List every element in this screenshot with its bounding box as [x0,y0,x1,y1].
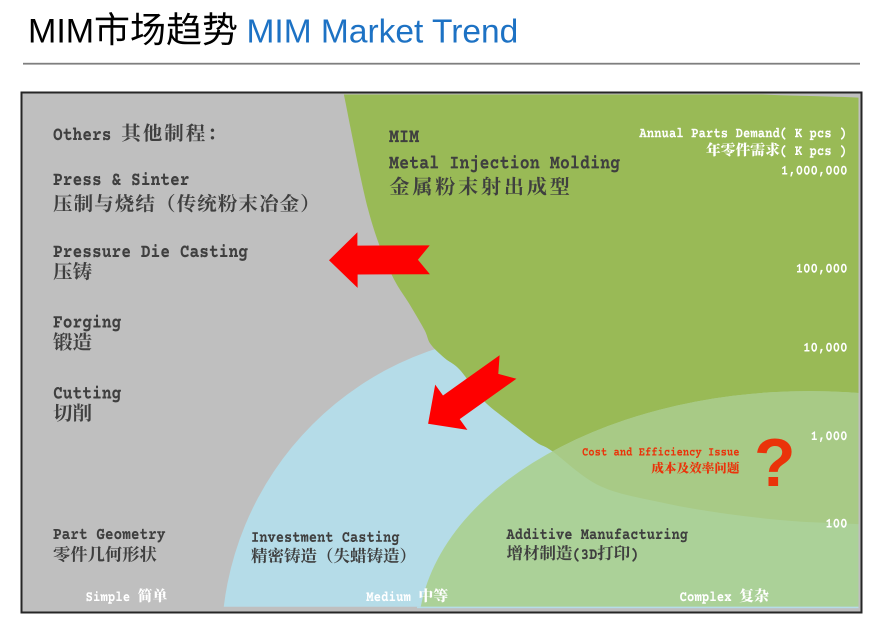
svg-text:MIM Market Trend: MIM Market Trend [247,14,519,51]
svg-text:MIM: MIM [28,13,94,51]
